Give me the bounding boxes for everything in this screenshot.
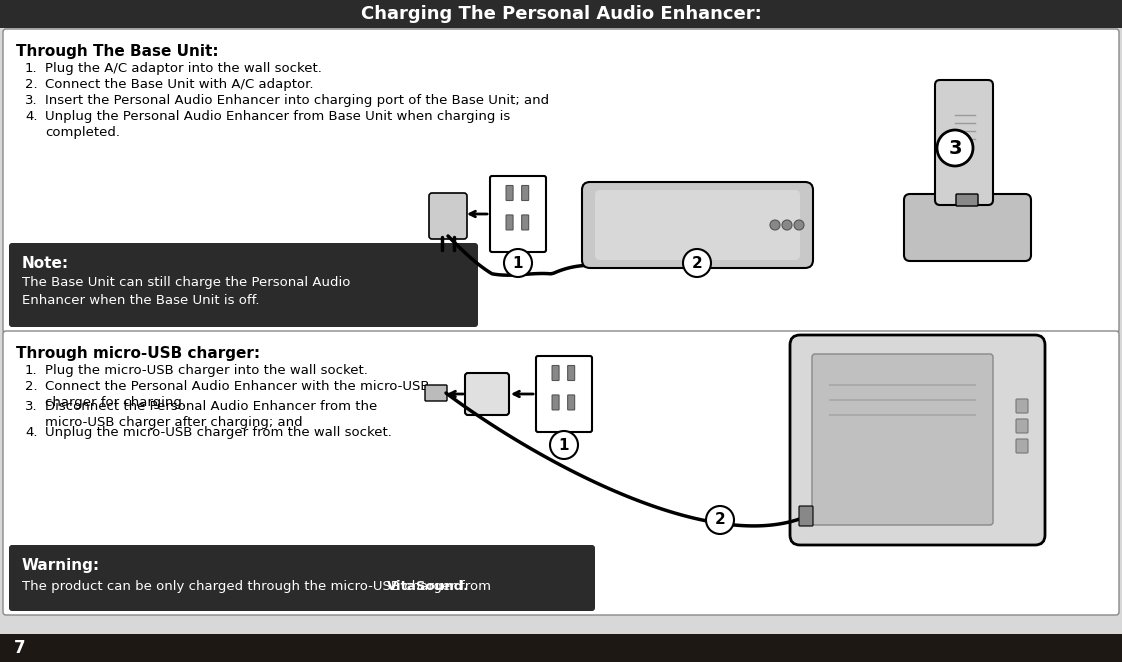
Circle shape (706, 506, 734, 534)
FancyBboxPatch shape (522, 185, 528, 201)
Circle shape (782, 220, 792, 230)
Circle shape (770, 220, 780, 230)
FancyBboxPatch shape (552, 395, 559, 410)
Circle shape (683, 249, 711, 277)
FancyBboxPatch shape (522, 215, 528, 230)
Text: Unplug the Personal Audio Enhancer from Base Unit when charging is: Unplug the Personal Audio Enhancer from … (45, 110, 511, 123)
FancyBboxPatch shape (790, 335, 1045, 545)
Circle shape (550, 431, 578, 459)
FancyBboxPatch shape (506, 215, 513, 230)
FancyBboxPatch shape (506, 185, 513, 201)
Text: 7: 7 (13, 639, 26, 657)
Text: Note:: Note: (22, 256, 70, 271)
Text: VitaSound.: VitaSound. (387, 580, 469, 593)
Text: 1: 1 (513, 256, 523, 271)
Text: 2: 2 (715, 512, 726, 528)
FancyBboxPatch shape (3, 29, 1119, 333)
Text: Disconnect the Personal Audio Enhancer from the: Disconnect the Personal Audio Enhancer f… (45, 400, 377, 413)
Text: 1.: 1. (25, 364, 38, 377)
FancyBboxPatch shape (429, 193, 467, 239)
Text: Warning:: Warning: (22, 558, 100, 573)
Text: Insert the Personal Audio Enhancer into charging port of the Base Unit; and: Insert the Personal Audio Enhancer into … (45, 94, 549, 107)
Text: Charging The Personal Audio Enhancer:: Charging The Personal Audio Enhancer: (360, 5, 762, 23)
Text: 3.: 3. (25, 94, 38, 107)
FancyBboxPatch shape (536, 356, 592, 432)
FancyBboxPatch shape (935, 80, 993, 205)
FancyBboxPatch shape (9, 243, 478, 327)
FancyBboxPatch shape (568, 395, 574, 410)
Text: Unplug the micro-USB charger from the wall socket.: Unplug the micro-USB charger from the wa… (45, 426, 392, 439)
Bar (0, 0, 1122, 28)
FancyBboxPatch shape (490, 176, 546, 252)
FancyBboxPatch shape (1017, 439, 1028, 453)
Text: Connect the Base Unit with A/C adaptor.: Connect the Base Unit with A/C adaptor. (45, 78, 313, 91)
Circle shape (504, 249, 532, 277)
Text: The product can be only charged through the micro-USB charger from: The product can be only charged through … (22, 580, 495, 593)
FancyBboxPatch shape (799, 506, 813, 526)
Text: 1.: 1. (25, 62, 38, 75)
FancyBboxPatch shape (904, 194, 1031, 261)
Text: 2.: 2. (25, 380, 38, 393)
Text: Plug the micro-USB charger into the wall socket.: Plug the micro-USB charger into the wall… (45, 364, 368, 377)
FancyBboxPatch shape (552, 365, 559, 381)
Text: Connect the Personal Audio Enhancer with the micro-USB: Connect the Personal Audio Enhancer with… (45, 380, 430, 393)
Text: completed.: completed. (45, 126, 120, 139)
Text: 3.: 3. (25, 400, 38, 413)
Text: Through The Base Unit:: Through The Base Unit: (16, 44, 219, 59)
FancyBboxPatch shape (595, 190, 800, 260)
FancyBboxPatch shape (568, 365, 574, 381)
Text: 3: 3 (948, 138, 962, 158)
Circle shape (794, 220, 804, 230)
FancyBboxPatch shape (425, 385, 447, 401)
Text: 2.: 2. (25, 78, 38, 91)
Text: Enhancer when the Base Unit is off.: Enhancer when the Base Unit is off. (22, 294, 259, 307)
FancyBboxPatch shape (3, 331, 1119, 615)
FancyBboxPatch shape (465, 373, 509, 415)
FancyBboxPatch shape (9, 545, 595, 611)
Text: The Base Unit can still charge the Personal Audio: The Base Unit can still charge the Perso… (22, 276, 350, 289)
FancyBboxPatch shape (812, 354, 993, 525)
Text: 4.: 4. (25, 426, 37, 439)
Text: 1: 1 (559, 438, 569, 453)
Text: Through micro-USB charger:: Through micro-USB charger: (16, 346, 260, 361)
FancyBboxPatch shape (956, 194, 978, 206)
FancyBboxPatch shape (582, 182, 813, 268)
FancyBboxPatch shape (1017, 399, 1028, 413)
Text: 4.: 4. (25, 110, 37, 123)
FancyBboxPatch shape (1017, 419, 1028, 433)
Polygon shape (0, 634, 65, 662)
Circle shape (937, 130, 973, 166)
FancyBboxPatch shape (0, 634, 52, 662)
Text: micro-USB charger after charging; and: micro-USB charger after charging; and (45, 416, 303, 429)
Text: Plug the A/C adaptor into the wall socket.: Plug the A/C adaptor into the wall socke… (45, 62, 322, 75)
Text: 2: 2 (691, 256, 702, 271)
Bar (0, 634, 1122, 662)
Text: charger for charging.: charger for charging. (45, 396, 186, 409)
